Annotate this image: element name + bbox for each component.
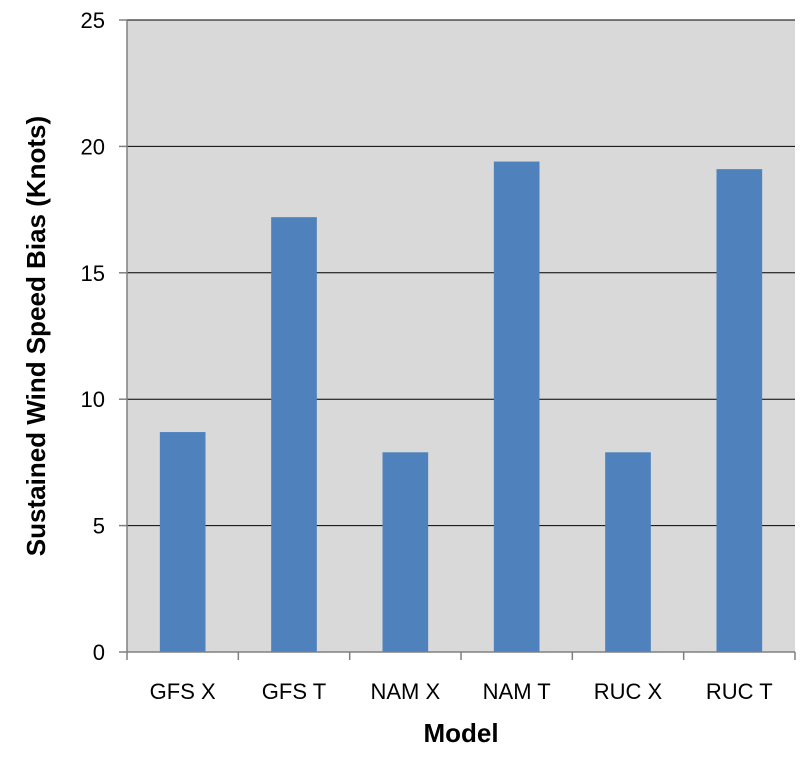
bar-nam-x: [382, 452, 429, 652]
x-axis-title: Model: [423, 718, 498, 748]
y-tick-label-20: 20: [81, 134, 105, 159]
x-tick-label-gfs-x: GFS X: [150, 679, 216, 704]
bars: [159, 161, 763, 653]
gridlines: [127, 19, 795, 527]
y-tick-labels: 0 5 10 15 20 25: [81, 8, 105, 665]
plot-area: [127, 20, 795, 652]
x-tick-label-nam-t: NAM T: [483, 679, 551, 704]
y-tick-label-5: 5: [93, 514, 105, 539]
y-tick-label-15: 15: [81, 261, 105, 286]
bar-gfs-t: [271, 217, 317, 652]
x-tick-label-ruc-x: RUC X: [594, 679, 663, 704]
x-tick-labels: GFS X GFS T NAM X NAM T RUC X RUC T: [150, 679, 773, 704]
y-tick-label-0: 0: [93, 640, 105, 665]
y-axis-title: Sustained Wind Speed Bias (Knots): [21, 116, 51, 556]
bar-nam-t: [493, 161, 540, 652]
x-tick-label-nam-x: NAM X: [370, 679, 440, 704]
bar-gfs-x: [159, 432, 206, 652]
x-tick-label-gfs-t: GFS T: [262, 679, 326, 704]
bar-ruc-x: [605, 452, 651, 652]
y-tick-label-25: 25: [81, 8, 105, 33]
y-tick-label-10: 10: [81, 387, 105, 412]
x-tick-label-ruc-t: RUC T: [706, 679, 773, 704]
axes: [119, 19, 796, 660]
bar-ruc-t: [716, 169, 763, 653]
